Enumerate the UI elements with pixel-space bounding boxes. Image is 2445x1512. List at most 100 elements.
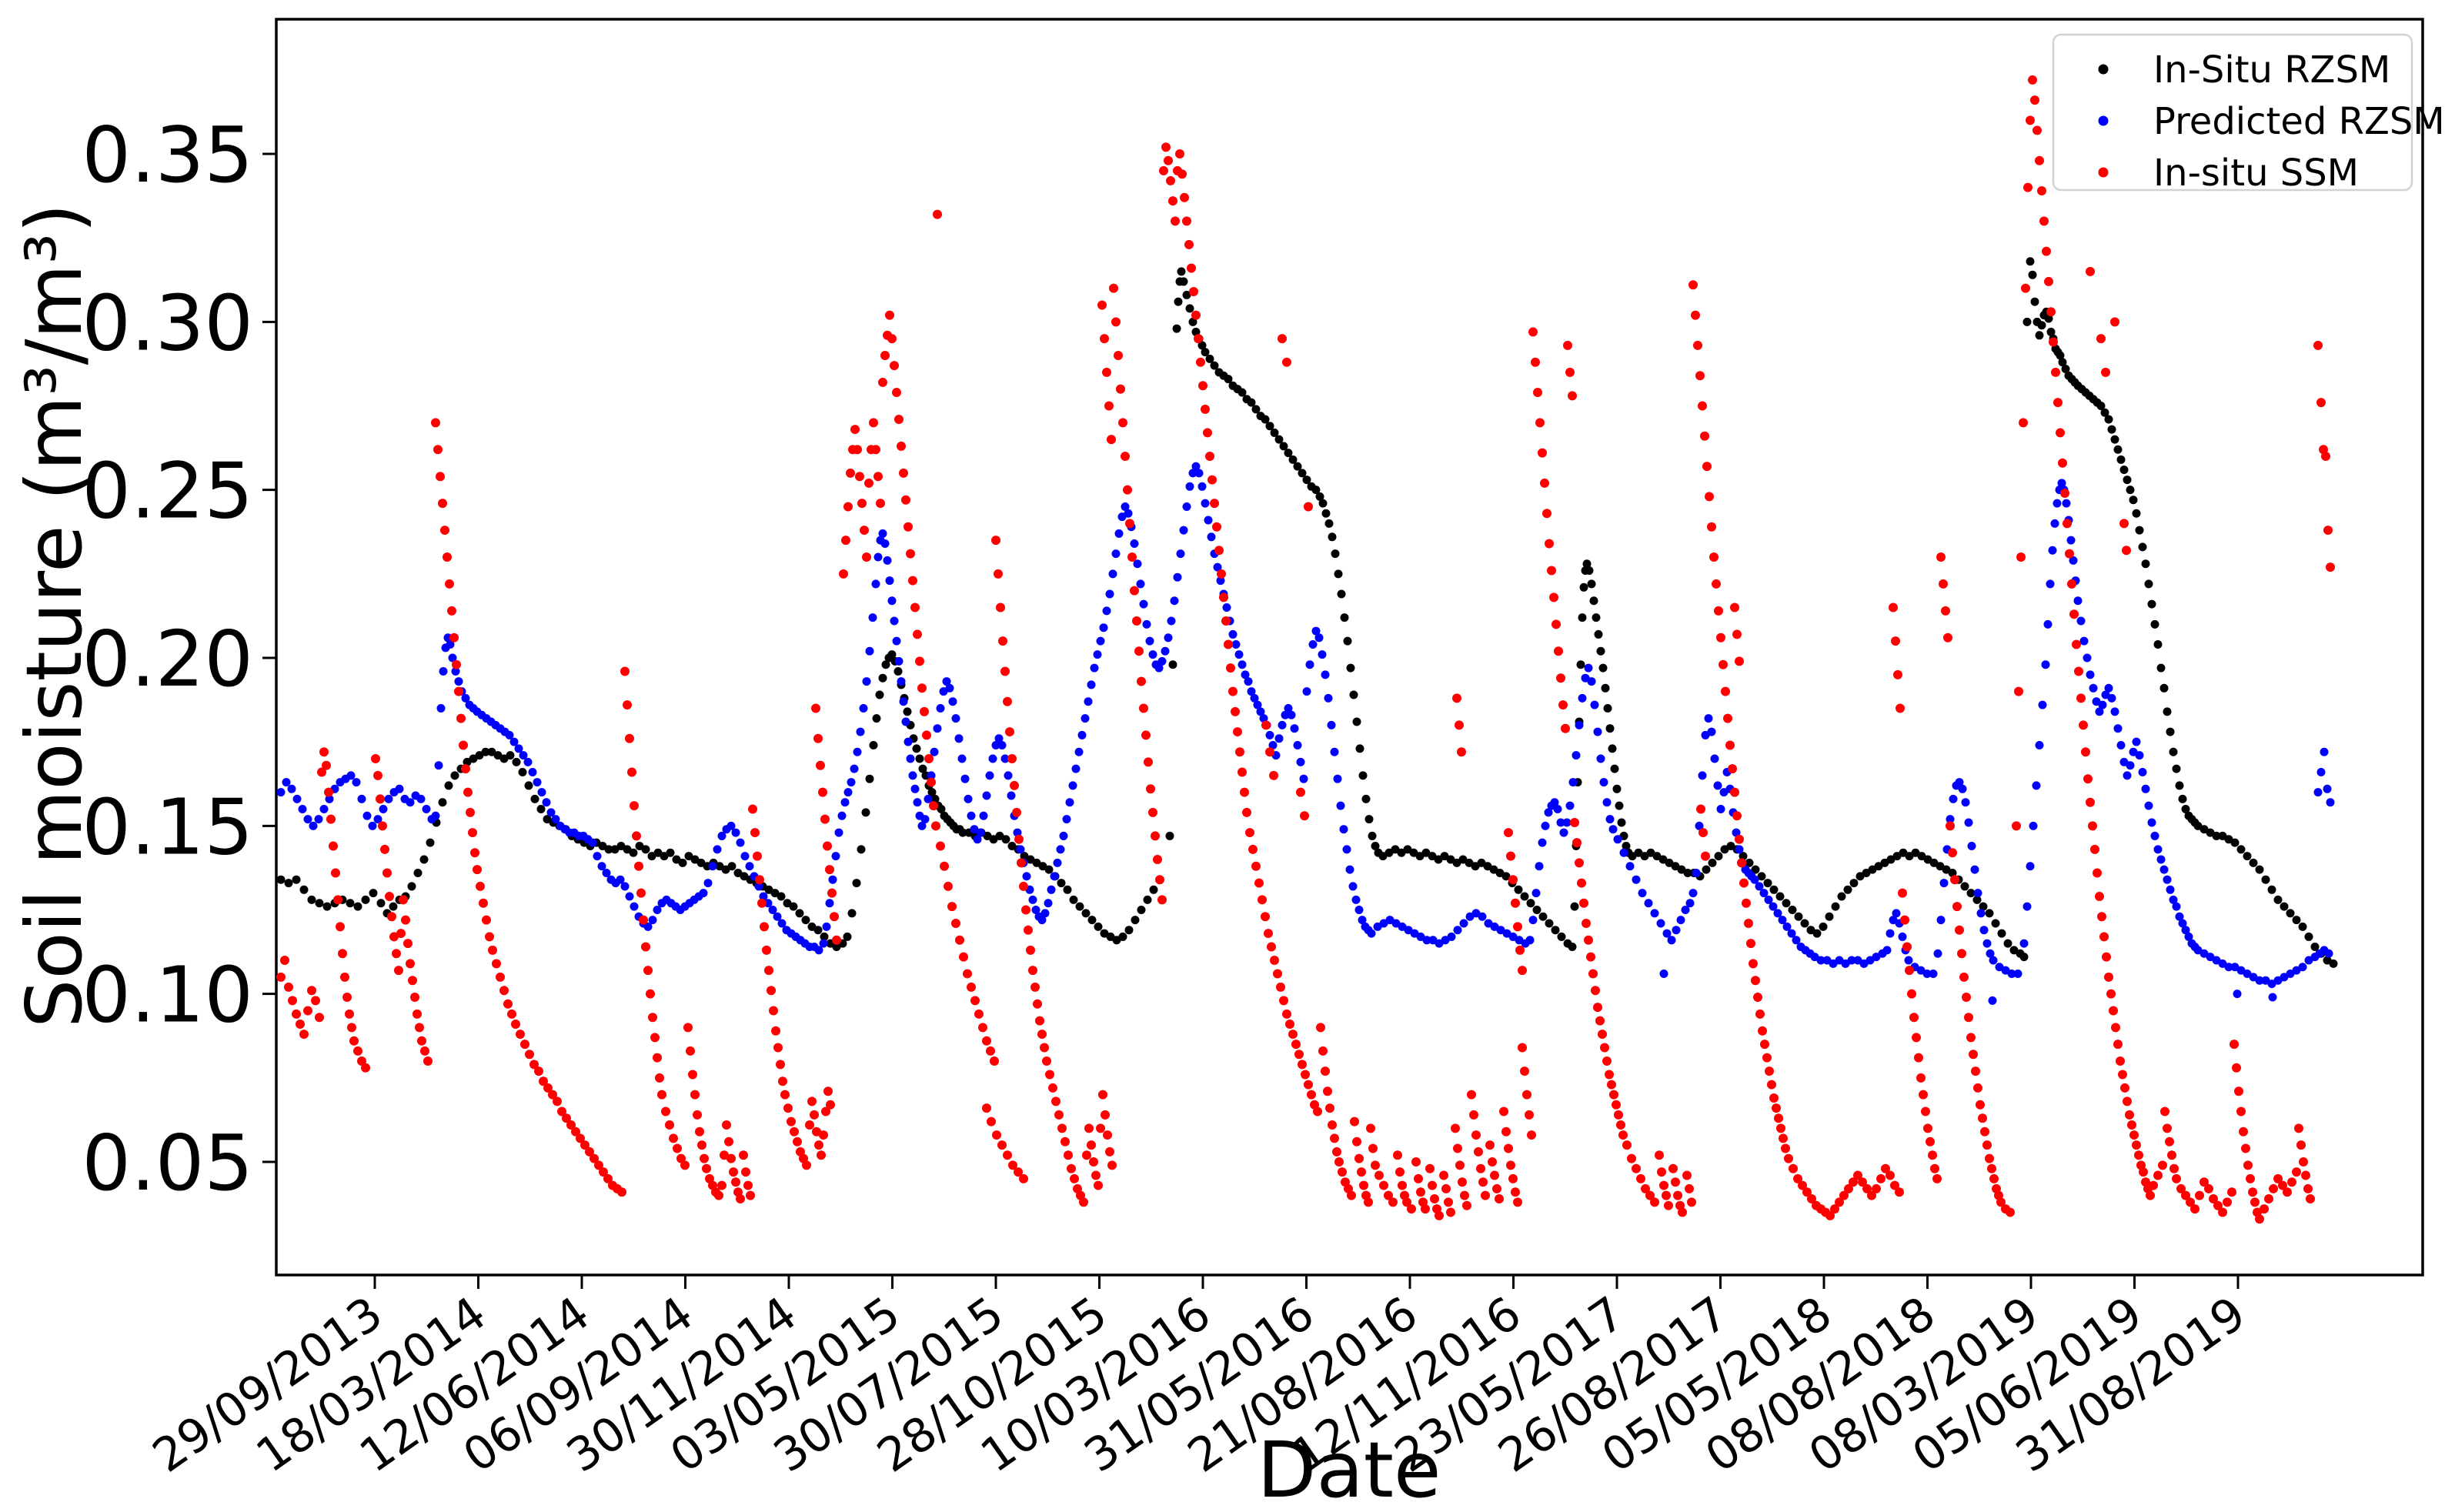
data-point [2050,519,2059,528]
data-point [817,1150,826,1160]
data-point [1800,919,1809,928]
data-point [1051,1096,1061,1106]
data-point [736,838,745,847]
data-point [1069,895,1078,904]
data-point [1081,714,1090,723]
data-point [1541,821,1550,830]
data-point [288,996,297,1006]
data-point [2104,972,2113,982]
data-point [661,1106,670,1116]
data-point [2150,831,2159,840]
data-point [1161,142,1171,152]
data-point [2123,476,2132,485]
data-point [1891,636,1900,646]
data-point [2178,919,2187,928]
data-point [2039,216,2049,226]
data-point [2022,317,2032,326]
data-point [1010,780,1019,790]
data-point [1299,774,1308,783]
data-point [1882,946,1892,955]
data-point [2016,552,2026,562]
data-point [1205,354,1214,363]
data-point [1980,1126,1989,1137]
data-point [1355,744,1364,753]
data-point [2003,939,2012,948]
data-point [2113,445,2123,454]
data-point [1892,909,1901,918]
data-point [1270,955,1279,965]
data-point [831,852,840,861]
data-point [1907,989,1916,999]
data-point [1702,865,1711,874]
data-point [821,1106,830,1116]
data-point [1772,1103,1781,1113]
data-point [401,915,410,925]
data-point [1650,1197,1659,1207]
data-point [1296,787,1305,797]
data-point [1254,878,1264,888]
data-point [505,730,514,739]
data-point [1807,1194,1816,1204]
data-point [1074,747,1084,756]
data-point [1327,720,1336,729]
data-point [1540,478,1549,488]
data-point [1388,1197,1398,1207]
series-in-situ-rzsm [276,257,2338,968]
data-point [1244,677,1253,686]
data-point [1605,724,1615,733]
data-point [1598,1030,1607,1040]
data-point [1979,926,1989,935]
data-point [1075,902,1084,911]
data-point [1180,192,1189,202]
data-point [597,862,606,871]
data-point [537,788,546,797]
data-point [826,1100,835,1110]
data-point [1565,801,1575,810]
data-point [524,781,533,790]
data-point [1971,1066,1980,1076]
data-point [385,892,394,902]
data-point [2014,686,2023,696]
data-point [1302,687,1311,696]
data-point [408,976,417,986]
data-point [1902,942,1912,952]
data-point [2156,855,2166,864]
data-point [2310,943,2320,952]
data-point [451,666,460,676]
data-point [2175,912,2184,921]
data-point [1103,1130,1112,1140]
data-point [1201,348,1210,357]
data-point [1251,405,1261,414]
data-point [910,784,920,793]
data-point [1054,1110,1064,1120]
data-point [1508,875,1518,885]
data-point [1922,969,1932,978]
data-point [960,774,970,783]
data-point [1579,582,1588,592]
data-point [873,472,883,482]
data-point [1313,1106,1322,1116]
data-point [970,996,980,1006]
data-point [2301,1170,2310,1180]
data-point [1959,972,1969,982]
data-point [1081,909,1091,918]
data-point [957,754,967,763]
data-point [1513,1197,1522,1207]
data-point [780,1090,790,1100]
data-point [828,875,837,884]
data-point [468,828,477,838]
data-point [514,744,523,753]
data-point [1338,1167,1347,1177]
data-point [1057,1123,1067,1133]
data-point [683,1023,693,1033]
data-point [1037,916,1047,925]
data-point [1089,1157,1098,1167]
data-point [1226,663,1235,673]
data-point [1358,916,1367,925]
data-point [1591,986,1600,996]
data-point [2110,317,2119,327]
data-point [927,788,937,797]
data-point [1969,1050,1978,1060]
data-point [1216,576,1225,586]
data-point [2026,862,2035,871]
